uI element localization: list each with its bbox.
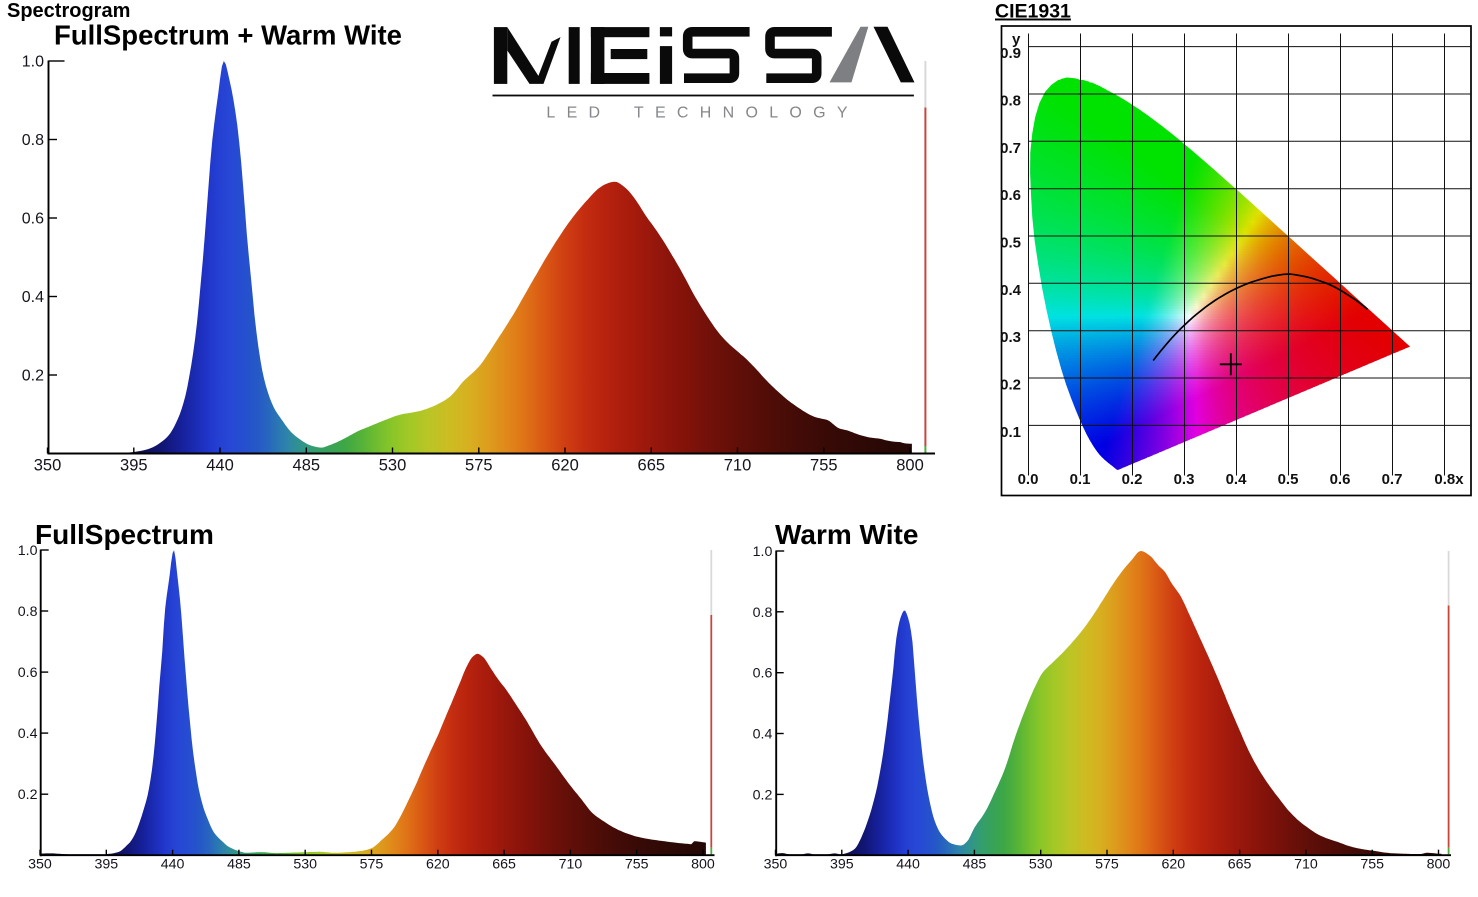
svg-text:620: 620 [426, 857, 450, 873]
svg-text:0.4: 0.4 [753, 727, 773, 743]
svg-text:0.6: 0.6 [18, 665, 38, 681]
svg-text:395: 395 [94, 857, 118, 873]
svg-text:1.0: 1.0 [753, 544, 773, 560]
svg-text:1.0: 1.0 [18, 543, 38, 559]
svg-text:485: 485 [963, 857, 987, 873]
svg-text:440: 440 [896, 857, 920, 873]
svg-text:0.6: 0.6 [1000, 187, 1021, 204]
svg-text:350: 350 [764, 857, 788, 873]
svg-text:530: 530 [1029, 857, 1053, 873]
svg-text:1.0: 1.0 [22, 54, 44, 71]
svg-text:y: y [1012, 31, 1021, 48]
svg-text:0.8: 0.8 [22, 132, 44, 149]
svg-text:800: 800 [896, 457, 924, 475]
svg-text:0.1: 0.1 [1070, 471, 1091, 488]
svg-text:350: 350 [34, 457, 62, 475]
svg-text:0.8: 0.8 [753, 605, 773, 621]
svg-text:0.4: 0.4 [1226, 471, 1248, 488]
svg-text:0.6: 0.6 [22, 211, 44, 228]
svg-text:0.3: 0.3 [1000, 329, 1021, 346]
svg-text:0.4: 0.4 [22, 289, 44, 306]
svg-text:395: 395 [120, 457, 148, 475]
svg-text:800: 800 [1427, 857, 1451, 873]
svg-text:755: 755 [1360, 857, 1384, 873]
svg-text:620: 620 [551, 457, 579, 475]
svg-text:0.4: 0.4 [18, 726, 38, 742]
svg-text:485: 485 [227, 857, 251, 873]
svg-text:0.5: 0.5 [1000, 235, 1021, 252]
svg-text:710: 710 [1294, 857, 1318, 873]
svg-text:0.0: 0.0 [1018, 471, 1039, 488]
svg-text:575: 575 [1095, 857, 1119, 873]
svg-text:0.2: 0.2 [18, 787, 38, 803]
svg-text:0.6: 0.6 [1330, 471, 1351, 488]
svg-text:575: 575 [465, 457, 493, 475]
svg-text:0.3: 0.3 [1174, 471, 1195, 488]
svg-text:710: 710 [559, 857, 583, 873]
svg-text:620: 620 [1161, 857, 1185, 873]
svg-text:0.2: 0.2 [1122, 471, 1143, 488]
svg-text:0.7: 0.7 [1382, 471, 1403, 488]
svg-text:665: 665 [638, 457, 666, 475]
svg-text:485: 485 [293, 457, 321, 475]
svg-text:0.2: 0.2 [22, 368, 44, 385]
svg-text:Spectrogram: Spectrogram [7, 0, 130, 22]
svg-text:665: 665 [492, 857, 516, 873]
svg-text:0.8x: 0.8x [1434, 471, 1464, 488]
svg-text:530: 530 [293, 857, 317, 873]
svg-text:CIE1931: CIE1931 [995, 1, 1071, 23]
svg-text:800: 800 [691, 857, 715, 873]
svg-text:440: 440 [161, 857, 185, 873]
svg-text:LED TECHNOLOGY: LED TECHNOLOGY [546, 105, 859, 122]
svg-text:530: 530 [379, 457, 407, 475]
svg-text:710: 710 [724, 457, 752, 475]
svg-text:0.2: 0.2 [1000, 377, 1021, 394]
svg-text:0.9: 0.9 [1000, 45, 1021, 62]
svg-text:755: 755 [625, 857, 649, 873]
svg-text:FullSpectrum: FullSpectrum [35, 519, 214, 550]
svg-text:Warm Wite: Warm Wite [775, 519, 918, 550]
svg-text:575: 575 [360, 857, 384, 873]
svg-text:0.8: 0.8 [1000, 93, 1021, 110]
svg-text:0.4: 0.4 [1000, 282, 1022, 299]
svg-text:FullSpectrum + Warm Wite: FullSpectrum + Warm Wite [54, 20, 402, 51]
svg-text:755: 755 [810, 457, 838, 475]
svg-text:350: 350 [28, 857, 52, 873]
svg-text:395: 395 [830, 857, 854, 873]
svg-text:440: 440 [206, 457, 234, 475]
svg-text:0.2: 0.2 [753, 787, 773, 803]
svg-text:0.6: 0.6 [753, 666, 773, 682]
svg-text:0.8: 0.8 [18, 604, 38, 620]
svg-text:0.1: 0.1 [1000, 424, 1021, 441]
svg-text:665: 665 [1228, 857, 1252, 873]
svg-text:0.5: 0.5 [1278, 471, 1299, 488]
svg-text:0.7: 0.7 [1000, 140, 1021, 157]
